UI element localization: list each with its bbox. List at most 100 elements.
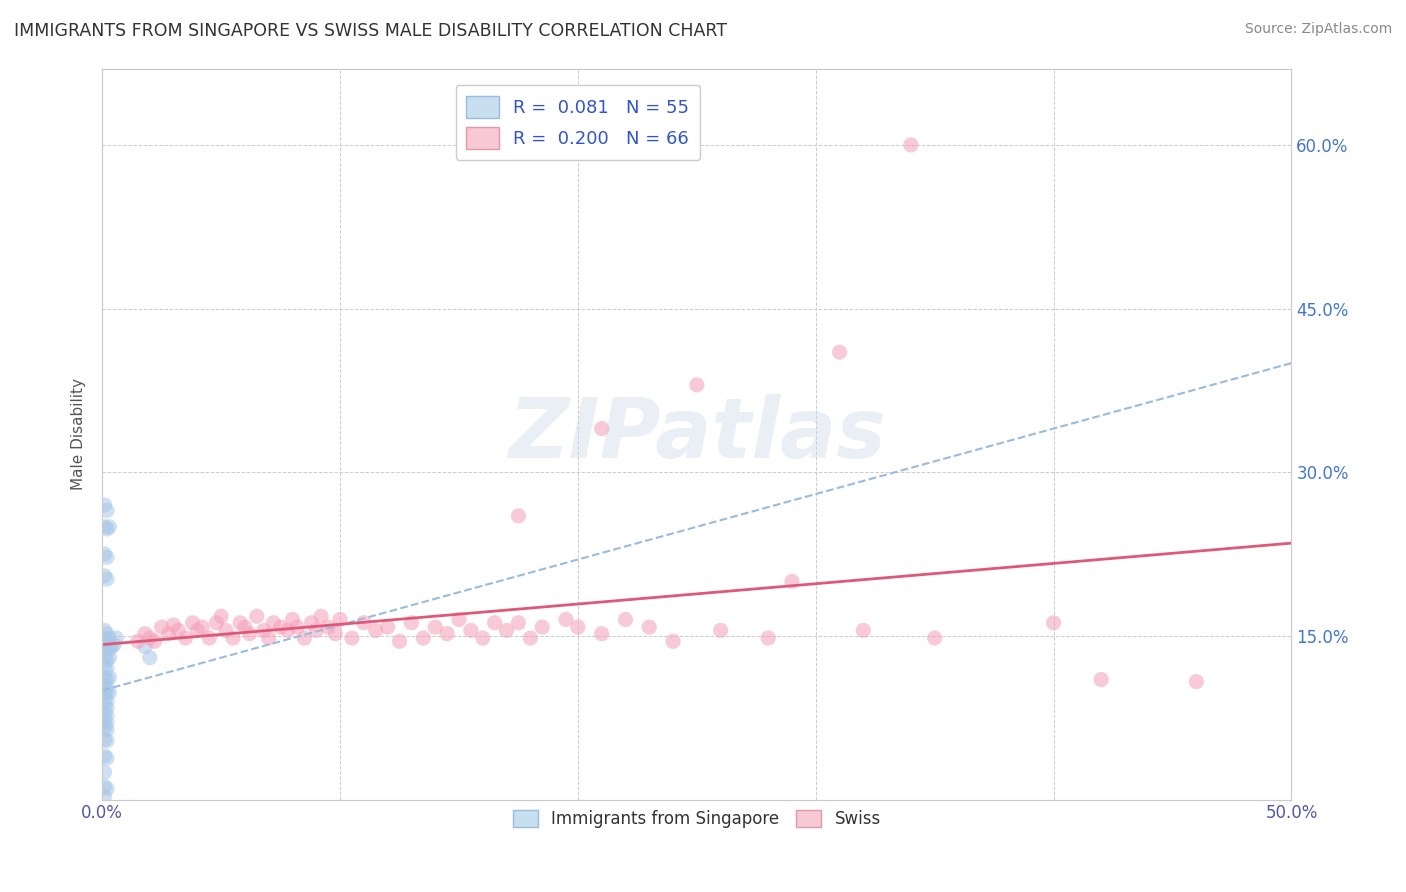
Point — [157, 626, 180, 640]
Point — [93, 547, 115, 561]
Point — [98, 685, 121, 699]
Point — [93, 765, 115, 780]
Point — [591, 626, 613, 640]
Point — [508, 615, 530, 630]
Point — [233, 620, 256, 634]
Point — [900, 137, 922, 152]
Point — [93, 670, 115, 684]
Point — [1090, 673, 1112, 687]
Point — [425, 620, 447, 634]
Point — [93, 631, 115, 645]
Point — [93, 732, 115, 747]
Point — [229, 615, 252, 630]
Point — [591, 421, 613, 435]
Point — [93, 722, 115, 736]
Point — [96, 673, 118, 687]
Point — [96, 634, 118, 648]
Point — [96, 550, 118, 565]
Point — [98, 650, 121, 665]
Point — [710, 624, 733, 638]
Point — [353, 615, 375, 630]
Text: IMMIGRANTS FROM SINGAPORE VS SWISS MALE DISABILITY CORRELATION CHART: IMMIGRANTS FROM SINGAPORE VS SWISS MALE … — [14, 22, 727, 40]
Point — [96, 733, 118, 747]
Point — [93, 789, 115, 804]
Point — [305, 624, 328, 638]
Point — [93, 498, 115, 512]
Point — [508, 508, 530, 523]
Point — [100, 640, 122, 654]
Point — [93, 659, 115, 673]
Point — [93, 699, 115, 714]
Point — [924, 631, 946, 645]
Point — [329, 613, 352, 627]
Point — [340, 631, 363, 645]
Point — [460, 624, 482, 638]
Point — [96, 685, 118, 699]
Point — [167, 624, 190, 638]
Point — [96, 680, 118, 694]
Point — [143, 634, 166, 648]
Point — [301, 615, 323, 630]
Point — [96, 662, 118, 676]
Point — [93, 714, 115, 728]
Point — [292, 631, 315, 645]
Point — [323, 626, 346, 640]
Point — [495, 624, 517, 638]
Point — [1185, 674, 1208, 689]
Point — [852, 624, 875, 638]
Point — [93, 520, 115, 534]
Point — [98, 631, 121, 645]
Point — [174, 631, 197, 645]
Point — [96, 572, 118, 586]
Y-axis label: Male Disability: Male Disability — [72, 378, 86, 490]
Point — [239, 626, 262, 640]
Point — [96, 503, 118, 517]
Point — [1042, 615, 1064, 630]
Point — [93, 780, 115, 794]
Point — [98, 520, 121, 534]
Point — [162, 618, 184, 632]
Point — [98, 642, 121, 657]
Legend: Immigrants from Singapore, Swiss: Immigrants from Singapore, Swiss — [506, 804, 887, 835]
Point — [555, 613, 578, 627]
Point — [471, 631, 494, 645]
Text: Source: ZipAtlas.com: Source: ZipAtlas.com — [1244, 22, 1392, 37]
Point — [209, 609, 232, 624]
Point — [638, 620, 661, 634]
Point — [93, 642, 115, 657]
Point — [96, 653, 118, 667]
Point — [285, 620, 308, 634]
Point — [96, 626, 118, 640]
Point — [436, 626, 458, 640]
Point — [614, 613, 637, 627]
Point — [567, 620, 589, 634]
Point — [96, 522, 118, 536]
Point — [139, 631, 162, 645]
Point — [134, 626, 156, 640]
Point — [246, 609, 269, 624]
Point — [93, 692, 115, 706]
Point — [412, 631, 434, 645]
Point — [96, 708, 118, 723]
Point — [662, 634, 685, 648]
Point — [222, 631, 245, 645]
Point — [93, 707, 115, 722]
Point — [281, 613, 304, 627]
Point — [103, 638, 125, 652]
Point — [181, 615, 204, 630]
Point — [377, 620, 399, 634]
Point — [96, 716, 118, 731]
Point — [401, 615, 423, 630]
Point — [139, 650, 162, 665]
Point — [316, 620, 339, 634]
Point — [150, 620, 173, 634]
Point — [96, 751, 118, 765]
Point — [205, 615, 228, 630]
Point — [105, 631, 128, 645]
Point — [262, 615, 284, 630]
Point — [756, 631, 779, 645]
Point — [127, 634, 149, 648]
Point — [93, 624, 115, 638]
Point — [96, 723, 118, 737]
Point — [484, 615, 506, 630]
